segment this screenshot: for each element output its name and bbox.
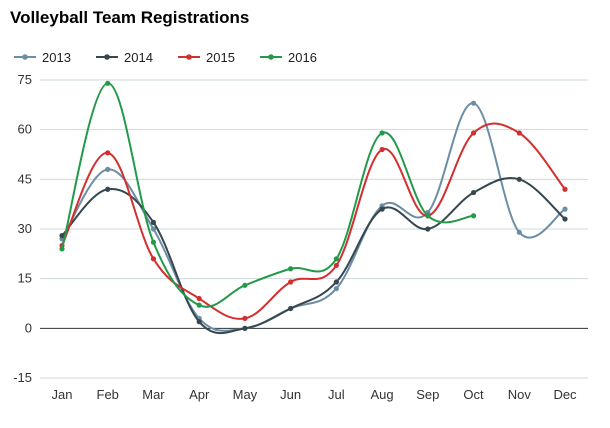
legend-item-2014[interactable]: 2014 <box>96 50 153 65</box>
data-point[interactable] <box>562 186 568 192</box>
legend-label: 2015 <box>206 50 235 65</box>
legend-label: 2016 <box>288 50 317 65</box>
data-point[interactable] <box>333 279 339 285</box>
x-tick-label: Jun <box>280 387 301 402</box>
y-tick-label: 0 <box>25 320 32 335</box>
data-point[interactable] <box>288 305 294 312</box>
series-lines <box>59 80 568 335</box>
data-point[interactable] <box>379 130 385 136</box>
data-point[interactable] <box>516 130 522 136</box>
legend-item-2016[interactable]: 2016 <box>260 50 317 65</box>
x-tick-label: Dec <box>553 387 577 402</box>
series-line-2014 <box>61 177 566 335</box>
x-tick-label: Apr <box>189 387 210 402</box>
x-tick-label: Jul <box>328 387 345 402</box>
legend-marker <box>22 54 28 60</box>
x-tick-label: May <box>233 387 258 402</box>
data-point[interactable] <box>470 130 477 136</box>
series-line-2016 <box>61 82 474 308</box>
data-point[interactable] <box>562 216 568 222</box>
data-point[interactable] <box>470 100 477 106</box>
x-tick-label: Aug <box>371 387 394 402</box>
chart-title: Volleyball Team Registrations <box>10 8 250 27</box>
data-point[interactable] <box>242 325 248 331</box>
data-point[interactable] <box>470 213 477 219</box>
x-tick-label: Jan <box>52 387 73 402</box>
legend-label: 2013 <box>42 50 71 65</box>
legend-marker <box>104 54 110 60</box>
legend-marker <box>186 54 192 60</box>
y-tick-label: 75 <box>18 72 32 87</box>
x-tick-label: Mar <box>142 387 165 402</box>
y-tick-label: 15 <box>18 271 32 286</box>
data-point[interactable] <box>470 189 477 196</box>
grid <box>40 79 588 379</box>
x-tick-label: Sep <box>416 387 439 402</box>
data-point[interactable] <box>196 295 202 302</box>
x-tick-label: Oct <box>463 387 484 402</box>
legend[interactable]: 2013 2014 2015 2016 <box>14 50 317 65</box>
data-point[interactable] <box>150 256 157 262</box>
data-point[interactable] <box>379 206 385 212</box>
data-point[interactable] <box>562 206 568 212</box>
y-tick-label: 30 <box>18 221 32 236</box>
data-point[interactable] <box>105 186 111 192</box>
data-point[interactable] <box>105 150 111 156</box>
data-point[interactable] <box>333 256 339 262</box>
data-point[interactable] <box>196 302 202 308</box>
data-point[interactable] <box>59 233 65 239</box>
data-point[interactable] <box>379 146 385 153</box>
x-axis-ticks: Jan Feb Mar Apr May Jun Jul Aug Sep Oct Nov Dec <box>52 387 578 402</box>
y-tick-label: -15 <box>13 370 32 385</box>
data-point[interactable] <box>196 319 202 325</box>
y-axis-ticks: -15 0 15 30 45 60 75 <box>13 72 32 385</box>
data-point[interactable] <box>288 279 294 285</box>
legend-label: 2014 <box>124 50 153 65</box>
legend-item-2015[interactable]: 2015 <box>178 50 235 65</box>
data-point[interactable] <box>425 226 431 232</box>
data-point[interactable] <box>516 176 522 182</box>
series-2016 <box>59 80 477 308</box>
x-tick-label: Feb <box>97 387 119 402</box>
data-point[interactable] <box>150 239 157 245</box>
data-point[interactable] <box>150 219 157 225</box>
series-line-2013 <box>61 102 566 332</box>
y-tick-label: 45 <box>18 171 32 186</box>
data-point[interactable] <box>242 315 248 321</box>
legend-item-2013[interactable]: 2013 <box>14 50 71 65</box>
data-point[interactable] <box>516 229 522 235</box>
data-point[interactable] <box>242 282 248 288</box>
data-point[interactable] <box>333 262 339 269</box>
data-point[interactable] <box>105 80 111 86</box>
data-point[interactable] <box>105 166 111 172</box>
series-line-2015 <box>61 122 566 320</box>
legend-marker <box>268 54 274 60</box>
y-tick-label: 60 <box>18 122 32 137</box>
series-2014 <box>59 176 568 335</box>
series-2015 <box>59 122 568 321</box>
data-point[interactable] <box>288 266 294 272</box>
data-point[interactable] <box>59 246 65 252</box>
x-tick-label: Nov <box>508 387 532 402</box>
data-point[interactable] <box>150 226 157 232</box>
data-point[interactable] <box>333 286 339 292</box>
data-point[interactable] <box>425 213 431 219</box>
